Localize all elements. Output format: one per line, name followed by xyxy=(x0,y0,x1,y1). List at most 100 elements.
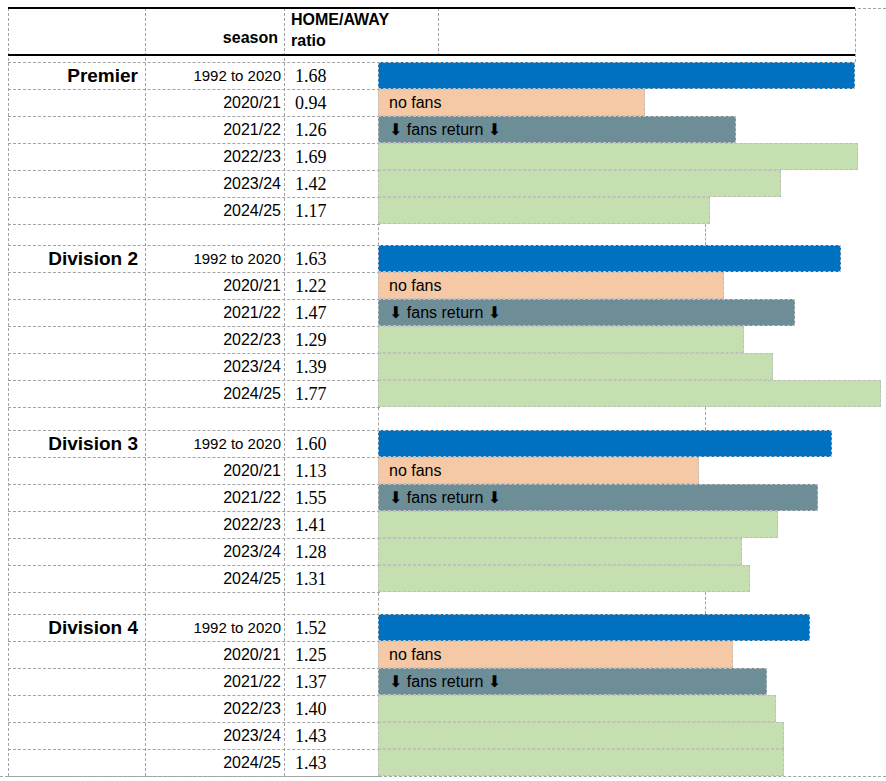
table-row: 2020/21 1.22 no fans xyxy=(8,272,380,299)
season-cell: 2023/24 xyxy=(145,723,284,750)
bar-annotation: no fans xyxy=(379,458,441,483)
season-cell: 2022/23 xyxy=(145,144,284,171)
ratio-cell: 1.43 xyxy=(284,750,385,777)
table-row: 2021/22 1.37 ⬇ fans return ⬇ xyxy=(8,668,380,695)
season-cell: 2024/25 xyxy=(145,198,284,225)
group-label: Division 3 xyxy=(8,431,138,458)
season-cell: 1992 to 2020 xyxy=(145,431,284,458)
ratio-cell: 1.40 xyxy=(284,696,385,723)
ratio-cell: 1.25 xyxy=(284,642,385,669)
ratio-bar xyxy=(378,326,744,353)
season-cell: 2022/23 xyxy=(145,696,284,723)
table-row: 2022/23 1.69 xyxy=(8,143,380,170)
table-row: 2023/24 1.28 xyxy=(8,538,380,565)
season-cell: 2024/25 xyxy=(145,750,284,777)
ratio-bar xyxy=(378,749,784,776)
season-cell: 2024/25 xyxy=(145,566,284,593)
season-cell: 2023/24 xyxy=(145,539,284,566)
table-row: Premier 1992 to 2020 1.68 xyxy=(8,62,380,89)
ratio-bar: ⬇ fans return ⬇ xyxy=(378,116,736,143)
ratio-cell: 1.42 xyxy=(284,171,385,198)
table-row: Division 3 1992 to 2020 1.60 xyxy=(8,430,380,457)
bar-annotation: ⬇ fans return ⬇ xyxy=(379,485,501,510)
header-bottom-rule xyxy=(8,54,855,56)
table-row: 2024/25 1.77 xyxy=(8,380,380,407)
table-row: 2020/21 1.13 no fans xyxy=(8,457,380,484)
ratio-bar: no fans xyxy=(378,457,699,484)
ratio-bar: ⬇ fans return ⬇ xyxy=(378,668,767,695)
season-cell: 2020/21 xyxy=(145,273,284,300)
table-row: 2021/22 1.47 ⬇ fans return ⬇ xyxy=(8,299,380,326)
table-row: 2021/22 1.55 ⬇ fans return ⬇ xyxy=(8,484,380,511)
bar-annotation: no fans xyxy=(379,642,441,667)
ratio-cell: 1.41 xyxy=(284,512,385,539)
ratio-cell: 1.52 xyxy=(284,615,385,642)
ratio-bar xyxy=(378,143,858,170)
column-header-ratio-line1: HOME/AWAY xyxy=(291,9,389,30)
ratio-cell: 1.68 xyxy=(284,63,385,90)
ratio-bar: no fans xyxy=(378,89,645,116)
ratio-cell: 1.31 xyxy=(284,566,385,593)
group-block-division-4: Division 4 1992 to 2020 1.52 2020/21 1.2… xyxy=(8,614,380,777)
ratio-cell: 1.28 xyxy=(284,539,385,566)
ratio-cell: 0.94 xyxy=(284,90,385,117)
ratio-bar xyxy=(378,353,773,380)
ratio-cell: 1.43 xyxy=(284,723,385,750)
season-cell: 2021/22 xyxy=(145,485,284,512)
ratio-cell: 1.17 xyxy=(284,198,385,225)
ratio-cell: 1.29 xyxy=(284,327,385,354)
ratio-cell: 1.13 xyxy=(284,458,385,485)
group-label: Division 2 xyxy=(8,246,138,273)
ratio-bar xyxy=(378,614,810,641)
gridline-gap2 xyxy=(705,407,706,430)
table-row: 2024/25 1.17 xyxy=(8,197,380,224)
ratio-cell: 1.77 xyxy=(284,381,385,408)
bar-annotation: ⬇ fans return ⬇ xyxy=(379,117,501,142)
bar-annotation: no fans xyxy=(379,90,441,115)
bar-annotation: ⬇ fans return ⬇ xyxy=(379,300,501,325)
ratio-cell: 1.69 xyxy=(284,144,385,171)
table-row: 2022/23 1.41 xyxy=(8,511,380,538)
ratio-bar xyxy=(378,565,750,592)
column-header-season: season xyxy=(145,27,280,48)
ratio-cell: 1.26 xyxy=(284,117,385,144)
season-cell: 2021/22 xyxy=(145,117,284,144)
ratio-bar xyxy=(378,170,781,197)
group-label: Premier xyxy=(8,63,138,90)
ratio-cell: 1.47 xyxy=(284,300,385,327)
table-row: 2022/23 1.29 xyxy=(8,326,380,353)
ratio-bar xyxy=(378,511,778,538)
ratio-bar xyxy=(378,380,881,407)
season-cell: 2021/22 xyxy=(145,300,284,327)
season-cell: 2023/24 xyxy=(145,171,284,198)
gridline-gap3 xyxy=(705,592,706,614)
ratio-bar xyxy=(378,538,742,565)
table-row: 2023/24 1.42 xyxy=(8,170,380,197)
bar-annotation: ⬇ fans return ⬇ xyxy=(379,669,501,694)
ratio-cell: 1.63 xyxy=(284,246,385,273)
season-cell: 2022/23 xyxy=(145,327,284,354)
table-row: 2023/24 1.39 xyxy=(8,353,380,380)
ratio-bar xyxy=(378,430,832,457)
ratio-bar xyxy=(378,722,784,749)
spreadsheet-chart: season HOME/AWAY ratio Premier 1992 to 2… xyxy=(0,0,886,781)
ratio-bar: no fans xyxy=(378,641,733,668)
gridline-header-right xyxy=(855,8,856,62)
ratio-cell: 1.55 xyxy=(284,485,385,512)
season-cell: 1992 to 2020 xyxy=(145,63,284,90)
season-cell: 2024/25 xyxy=(145,381,284,408)
table-row: 2020/21 0.94 no fans xyxy=(8,89,380,116)
season-cell: 1992 to 2020 xyxy=(145,615,284,642)
table-row: Division 4 1992 to 2020 1.52 xyxy=(8,614,380,641)
season-cell: 2020/21 xyxy=(145,90,284,117)
table-row: 2020/21 1.25 no fans xyxy=(8,641,380,668)
gridline-gap1 xyxy=(705,224,706,245)
ratio-cell: 1.37 xyxy=(284,669,385,696)
ratio-bar xyxy=(378,62,855,89)
table-row: Division 2 1992 to 2020 1.63 xyxy=(8,245,380,272)
ratio-bar xyxy=(378,197,710,224)
group-block-division-3: Division 3 1992 to 2020 1.60 2020/21 1.1… xyxy=(8,430,380,593)
ratio-bar xyxy=(378,695,776,722)
group-label: Division 4 xyxy=(8,615,138,642)
season-cell: 1992 to 2020 xyxy=(145,246,284,273)
